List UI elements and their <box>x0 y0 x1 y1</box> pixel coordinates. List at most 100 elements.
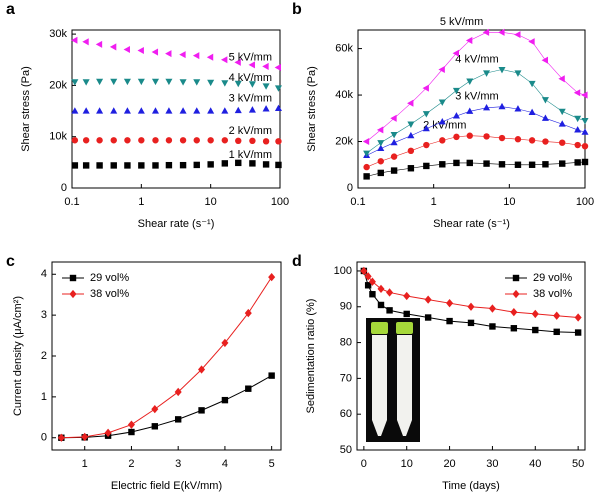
marker <box>152 137 159 144</box>
legend-marker <box>512 274 520 282</box>
marker <box>249 160 256 167</box>
marker <box>206 53 214 61</box>
marker <box>514 105 522 112</box>
marker <box>95 40 103 48</box>
x-tick-label: 0 <box>361 458 367 470</box>
marker <box>165 50 172 58</box>
marker <box>574 329 582 336</box>
marker <box>221 160 229 167</box>
x-tick-label: 10 <box>503 196 515 208</box>
series-annotation: 4 kV/mm <box>229 72 272 84</box>
y-tick-label: 80 <box>340 336 352 348</box>
marker <box>71 162 79 169</box>
marker <box>179 79 187 86</box>
marker <box>262 83 270 90</box>
marker <box>403 291 411 301</box>
marker <box>446 299 454 308</box>
marker <box>532 326 539 334</box>
marker <box>498 28 505 36</box>
marker <box>542 138 549 145</box>
marker <box>198 365 206 374</box>
marker <box>207 137 214 144</box>
marker <box>249 137 256 145</box>
marker <box>559 160 566 167</box>
panel-label: d <box>292 253 302 270</box>
y-tick-label: 0 <box>41 432 47 444</box>
series-line <box>61 375 272 439</box>
marker <box>423 141 430 149</box>
marker <box>498 66 506 74</box>
marker <box>364 272 372 281</box>
y-tick-label: 30k <box>49 28 67 40</box>
x-tick-label: 1 <box>82 458 88 470</box>
marker <box>193 137 200 144</box>
x-tick-label: 20 <box>443 458 455 470</box>
x-axis-title: Time (days) <box>442 480 500 492</box>
x-axis-title: Electric field E(kV/mm) <box>111 480 222 492</box>
marker <box>514 31 521 39</box>
x-tick-label: 40 <box>529 458 541 470</box>
marker <box>123 78 131 86</box>
marker <box>71 107 79 114</box>
marker <box>452 49 460 57</box>
marker <box>262 138 270 145</box>
marker <box>221 80 229 87</box>
marker <box>574 141 581 149</box>
marker <box>262 62 269 70</box>
inset-photo <box>366 318 420 442</box>
marker <box>193 79 201 86</box>
marker <box>386 307 393 314</box>
marker <box>82 38 89 46</box>
marker <box>438 117 446 125</box>
plot-frame <box>51 261 282 451</box>
marker <box>482 28 490 36</box>
marker <box>274 63 282 71</box>
marker <box>483 70 491 77</box>
marker <box>244 308 252 318</box>
marker <box>110 107 118 114</box>
marker <box>57 433 65 442</box>
marker <box>192 52 200 60</box>
marker <box>151 78 160 86</box>
marker <box>127 420 135 429</box>
marker <box>581 158 589 166</box>
y-tick-label: 60k <box>335 42 353 54</box>
marker <box>528 80 536 88</box>
x-tick-label: 30 <box>486 458 498 470</box>
marker <box>466 132 473 139</box>
marker <box>423 162 430 170</box>
marker <box>71 36 78 44</box>
x-tick-label: 50 <box>572 458 584 470</box>
y-axis-title: Shear stress (Pa) <box>20 66 32 152</box>
marker <box>96 137 103 144</box>
marker <box>488 304 496 313</box>
marker <box>165 107 173 114</box>
marker <box>407 165 415 172</box>
marker <box>483 103 491 111</box>
marker <box>498 102 506 110</box>
marker <box>407 147 415 155</box>
marker <box>262 161 270 168</box>
marker <box>422 111 430 118</box>
marker <box>574 126 582 133</box>
marker <box>207 107 215 114</box>
marker <box>96 162 103 169</box>
marker <box>137 107 145 114</box>
marker <box>360 266 368 276</box>
marker <box>123 107 131 114</box>
marker <box>574 313 582 322</box>
marker <box>510 325 518 332</box>
marker <box>498 134 506 142</box>
marker <box>559 139 566 146</box>
y-axis-title: Current density (μA/cm²) <box>12 296 24 416</box>
x-tick-label: 3 <box>175 458 181 470</box>
y-tick-label: 3 <box>41 309 47 321</box>
series-annotation: 5 kV/mm <box>229 51 272 63</box>
marker <box>138 137 145 144</box>
marker <box>558 120 566 127</box>
marker <box>541 114 549 121</box>
marker <box>574 159 581 166</box>
marker <box>439 161 446 168</box>
marker <box>390 153 398 160</box>
marker <box>438 65 445 74</box>
